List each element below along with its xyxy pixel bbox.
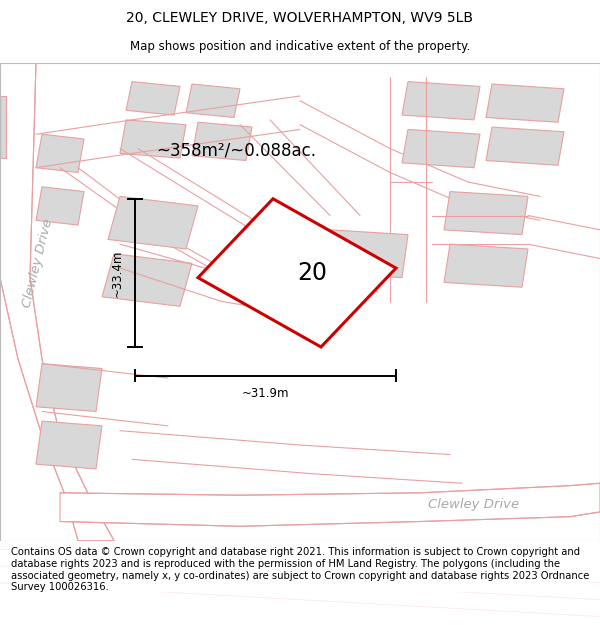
Text: 20, CLEWLEY DRIVE, WOLVERHAMPTON, WV9 5LB: 20, CLEWLEY DRIVE, WOLVERHAMPTON, WV9 5L… [127, 11, 473, 24]
Polygon shape [60, 483, 600, 526]
Polygon shape [36, 364, 102, 411]
Text: ~358m²/~0.088ac.: ~358m²/~0.088ac. [156, 142, 316, 160]
Polygon shape [186, 84, 240, 118]
Polygon shape [324, 230, 408, 278]
Text: Clewley Drive: Clewley Drive [428, 498, 520, 511]
Polygon shape [36, 421, 102, 469]
Polygon shape [402, 129, 480, 168]
Polygon shape [444, 192, 528, 234]
Text: Clewley Drive: Clewley Drive [20, 217, 55, 309]
Polygon shape [0, 96, 6, 158]
Polygon shape [192, 122, 252, 161]
Polygon shape [36, 187, 84, 225]
Polygon shape [108, 196, 198, 249]
Text: Map shows position and indicative extent of the property.: Map shows position and indicative extent… [130, 41, 470, 53]
Text: ~31.9m: ~31.9m [242, 388, 289, 401]
Polygon shape [198, 199, 396, 347]
Polygon shape [36, 134, 84, 172]
Polygon shape [486, 127, 564, 165]
Text: Contains OS data © Crown copyright and database right 2021. This information is : Contains OS data © Crown copyright and d… [11, 548, 589, 592]
Polygon shape [444, 244, 528, 288]
Polygon shape [126, 82, 180, 115]
Polygon shape [0, 62, 114, 541]
Polygon shape [102, 254, 192, 306]
Text: 20: 20 [297, 261, 327, 285]
Polygon shape [402, 82, 480, 120]
Polygon shape [486, 84, 564, 122]
Polygon shape [120, 120, 186, 158]
Text: ~33.4m: ~33.4m [110, 249, 124, 296]
